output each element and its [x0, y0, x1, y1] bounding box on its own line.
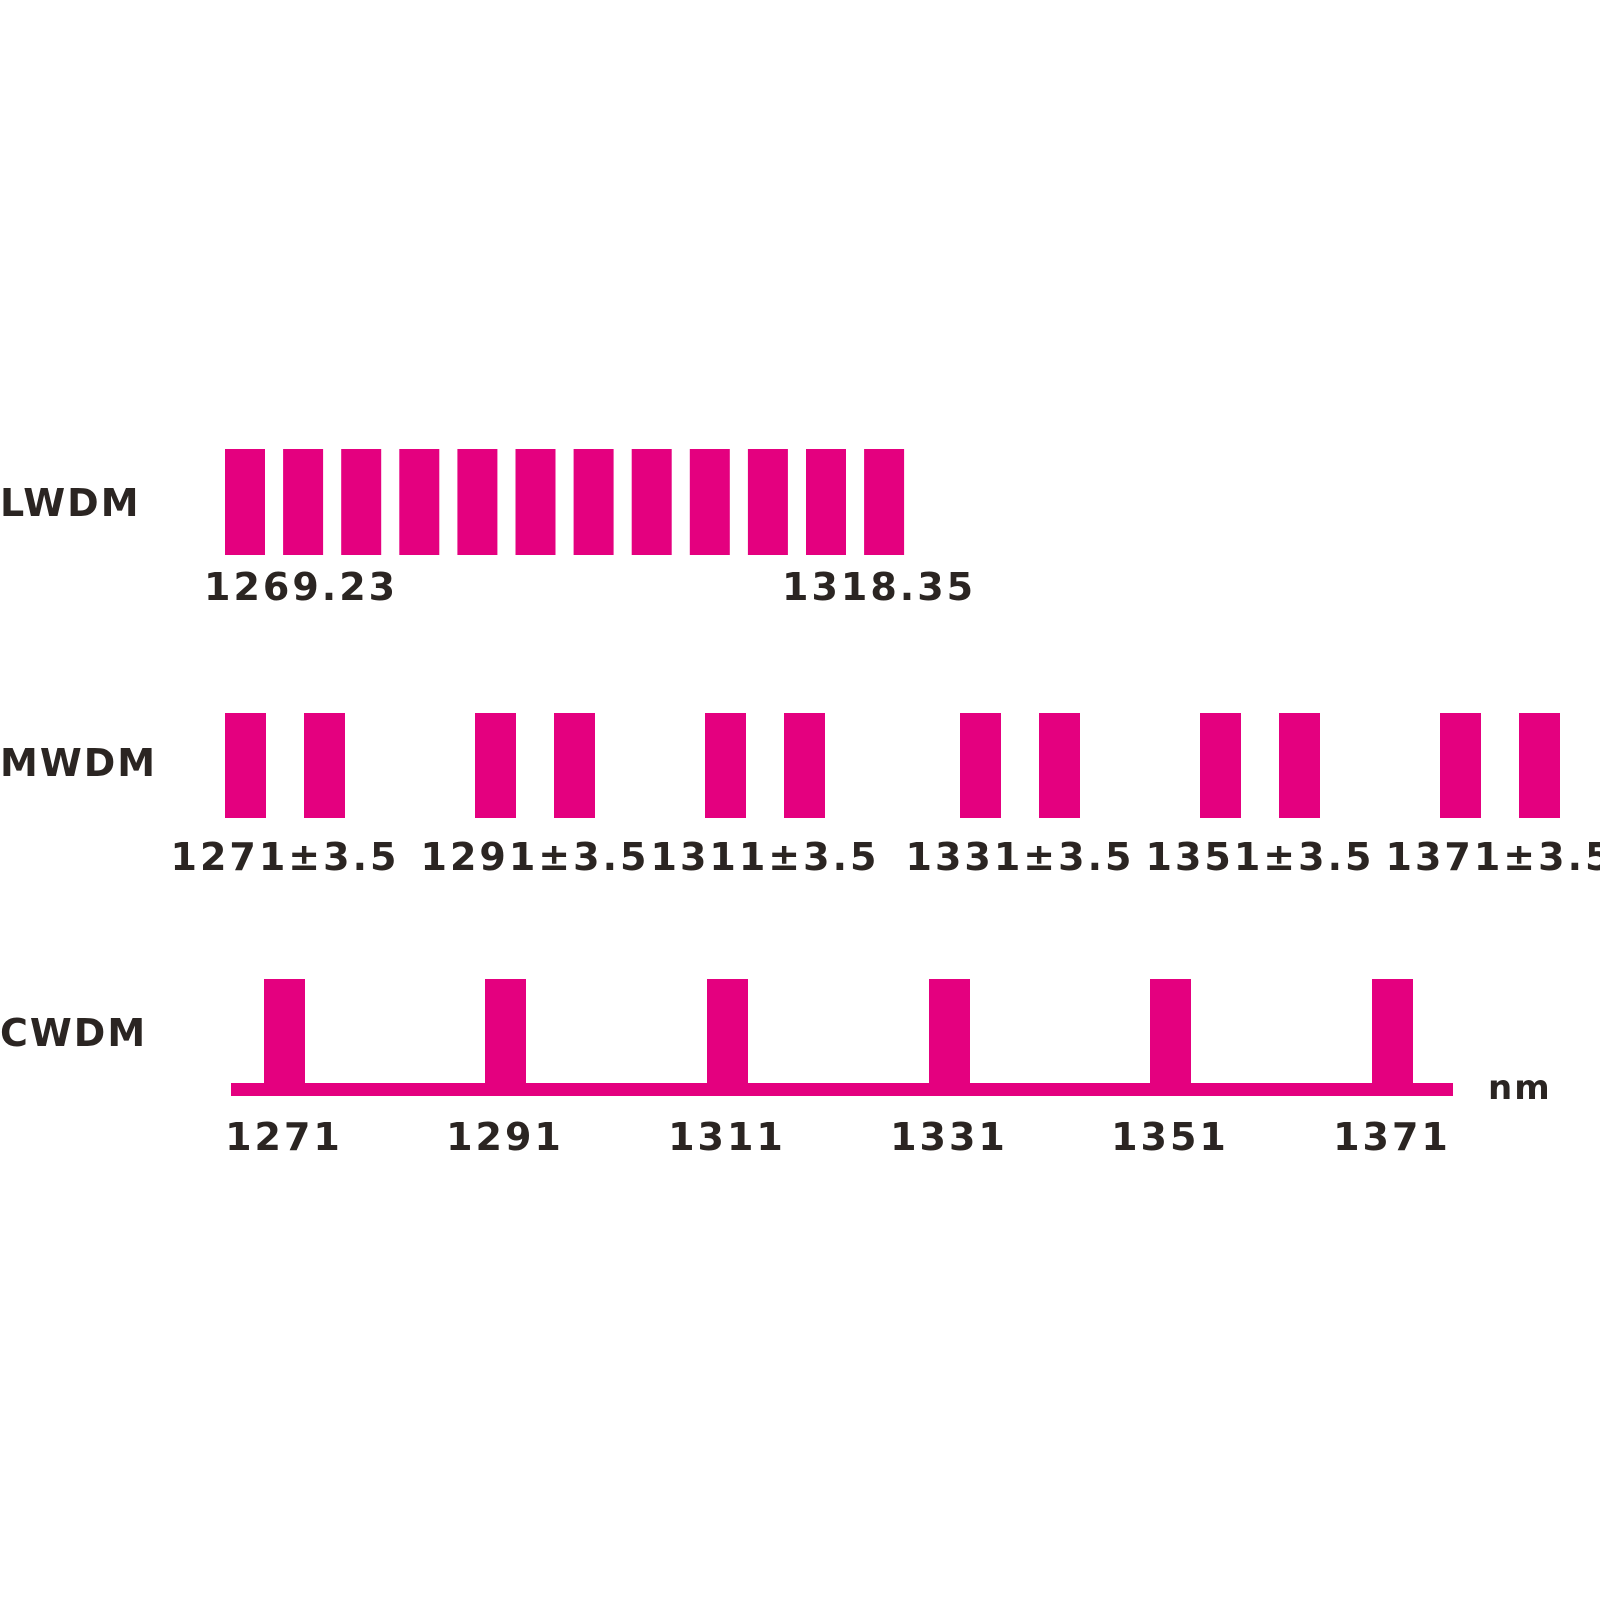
cwdm-wavelength-label: 1311 [668, 1115, 786, 1159]
mwdm-channel-bar [784, 713, 825, 818]
cwdm-channel-bars [264, 979, 1413, 1086]
mwdm-channel-bar [1039, 713, 1080, 818]
lwdm-row-label: LWDM [0, 481, 141, 525]
cwdm-channel-bar [1150, 979, 1191, 1086]
lwdm-channel-bar [399, 449, 440, 555]
lwdm-channel-bar [283, 449, 324, 555]
lwdm-end-label: 1318.35 [782, 565, 976, 609]
cwdm-wavelength-label: 1371 [1333, 1115, 1451, 1159]
mwdm-group-label: 1351±3.5 [1146, 835, 1375, 879]
mwdm-group-label: 1271±3.5 [171, 835, 400, 879]
cwdm-unit-label: nm [1488, 1068, 1552, 1108]
mwdm-group-label: 1371±3.5 [1386, 835, 1600, 879]
lwdm-channel-bar [457, 449, 498, 555]
mwdm-channel-bar [304, 713, 345, 818]
mwdm-group-label: 1331±3.5 [906, 835, 1135, 879]
mwdm-channel-bar [960, 713, 1001, 818]
cwdm-channel-bar [264, 979, 305, 1086]
mwdm-channel-bars [225, 713, 1560, 818]
cwdm-channel-bar [707, 979, 748, 1086]
cwdm-baseline [231, 1083, 1453, 1096]
cwdm-channel-bar [1372, 979, 1413, 1086]
lwdm-start-label: 1269.23 [204, 565, 398, 609]
mwdm-channel-bar [554, 713, 595, 818]
cwdm-row-label: CWDM [0, 1011, 147, 1055]
cwdm-wavelength-label: 1351 [1111, 1115, 1229, 1159]
mwdm-group-labels: 1271±3.5 1291±3.5 1311±3.5 1331±3.5 1351±3.5… [171, 835, 1600, 879]
cwdm-wavelength-label: 1291 [446, 1115, 564, 1159]
mwdm-channel-bar [1440, 713, 1481, 818]
lwdm-channel-bar [747, 449, 788, 555]
mwdm-channel-bar [1519, 713, 1560, 818]
lwdm-channel-bar [689, 449, 730, 555]
mwdm-channel-bar [1200, 713, 1241, 818]
mwdm-channel-bar [225, 713, 266, 818]
mwdm-channel-bar [475, 713, 516, 818]
lwdm-channel-bar [864, 449, 905, 555]
lwdm-channel-bar [225, 449, 265, 555]
lwdm-channel-bar [515, 449, 556, 555]
mwdm-row-label: MWDM [0, 741, 157, 785]
lwdm-channel-bar [573, 449, 614, 555]
lwdm-channel-bars [225, 449, 905, 555]
mwdm-group-label: 1311±3.5 [651, 835, 880, 879]
cwdm-wavelength-labels: 1271 1291 1311 1331 1351 1371 [225, 1115, 1451, 1159]
cwdm-channel-bar [929, 979, 970, 1086]
mwdm-group-label: 1291±3.5 [421, 835, 650, 879]
lwdm-channel-bar [631, 449, 672, 555]
cwdm-channel-bar [485, 979, 526, 1086]
cwdm-wavelength-label: 1331 [890, 1115, 1008, 1159]
lwdm-channel-bar [341, 449, 382, 555]
lwdm-channel-bar [806, 449, 846, 555]
mwdm-channel-bar [1279, 713, 1320, 818]
mwdm-channel-bar [705, 713, 746, 818]
cwdm-wavelength-label: 1271 [225, 1115, 343, 1159]
